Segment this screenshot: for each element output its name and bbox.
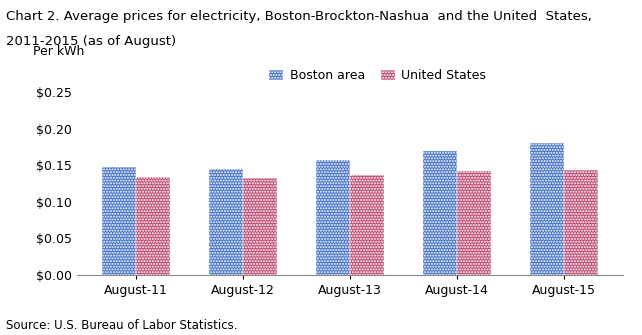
Text: Chart 2. Average prices for electricity, Boston-Brockton-Nashua  and the United : Chart 2. Average prices for electricity,… [6,10,593,23]
Legend: Boston area, United States: Boston area, United States [263,64,491,87]
Bar [136,177,170,275]
Bar [564,170,598,275]
Bar [209,169,243,275]
Bar [422,151,457,275]
Bar [457,171,491,275]
Text: 2011-2015 (as of August): 2011-2015 (as of August) [6,35,177,48]
Bar [316,160,350,275]
Text: Per kWh: Per kWh [33,45,85,58]
Bar [102,166,136,275]
Bar [243,178,277,275]
Text: Source: U.S. Bureau of Labor Statistics.: Source: U.S. Bureau of Labor Statistics. [6,319,238,332]
Bar [350,175,384,275]
Bar [530,143,564,275]
